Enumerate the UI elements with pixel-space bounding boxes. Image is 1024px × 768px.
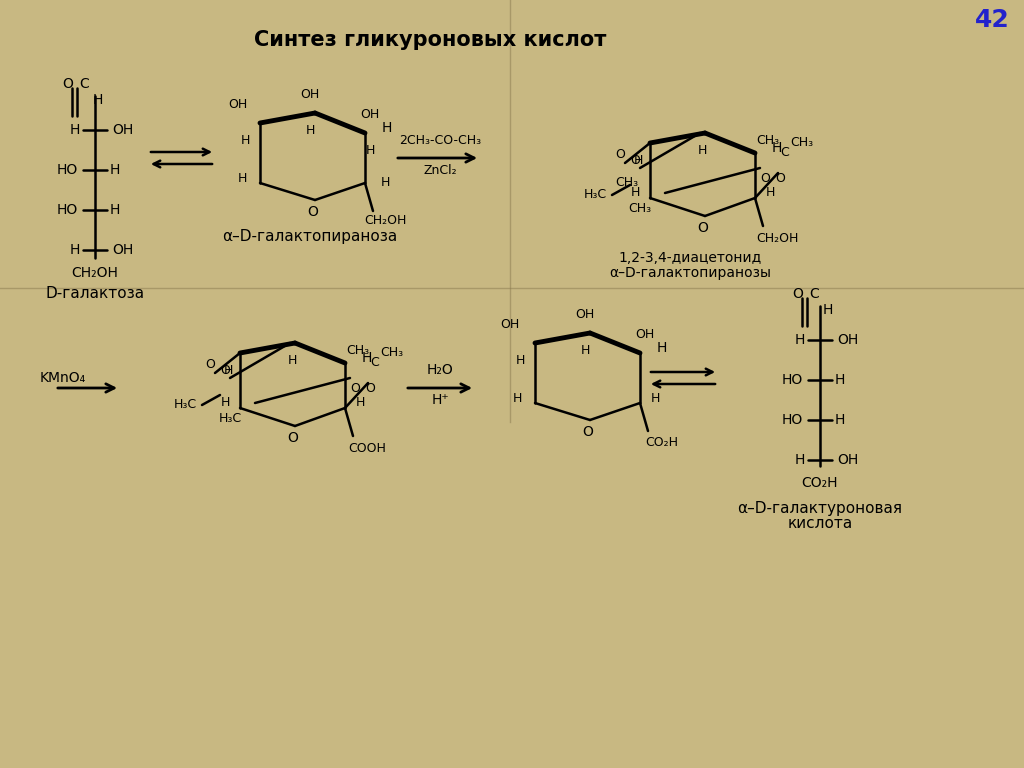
Text: O: O: [307, 205, 318, 219]
Text: Синтез гликуроновых кислот: Синтез гликуроновых кислот: [254, 30, 606, 50]
Text: H: H: [110, 163, 120, 177]
Text: H: H: [772, 141, 782, 155]
Text: CO₂H: CO₂H: [645, 436, 679, 449]
Text: CH₃: CH₃: [629, 201, 651, 214]
Text: O: O: [62, 77, 74, 91]
Text: ZnCl₂: ZnCl₂: [423, 164, 457, 177]
Text: OH: OH: [113, 123, 133, 137]
Text: H: H: [238, 171, 247, 184]
Text: OH: OH: [300, 88, 319, 101]
Text: 2CH₃-CO-CH₃: 2CH₃-CO-CH₃: [399, 134, 481, 147]
Text: O: O: [793, 287, 804, 301]
Text: OH: OH: [838, 453, 859, 467]
Text: O: O: [630, 154, 640, 167]
Text: H: H: [220, 396, 229, 409]
Text: HO: HO: [56, 163, 78, 177]
Text: H: H: [835, 413, 845, 427]
Text: O: O: [366, 382, 375, 395]
Text: HO: HO: [781, 413, 803, 427]
Text: H₃C: H₃C: [218, 412, 242, 425]
Text: OH: OH: [838, 333, 859, 347]
Text: O: O: [615, 148, 625, 161]
Text: O: O: [220, 365, 230, 378]
Text: H: H: [581, 345, 590, 357]
Text: C: C: [809, 287, 819, 301]
Text: α–D-галактопираноза: α–D-галактопираноза: [222, 229, 397, 243]
Text: H: H: [70, 243, 80, 257]
Text: OH: OH: [360, 108, 380, 121]
Text: H: H: [223, 365, 232, 378]
Text: H: H: [765, 187, 775, 200]
Text: CH₂OH: CH₂OH: [756, 231, 798, 244]
Text: COOH: COOH: [348, 442, 386, 455]
Text: HO: HO: [781, 373, 803, 387]
Text: HO: HO: [56, 203, 78, 217]
Text: H: H: [515, 355, 524, 368]
Text: H: H: [512, 392, 521, 405]
Text: H: H: [650, 392, 659, 405]
Text: OH: OH: [501, 319, 519, 332]
Text: H₃C: H₃C: [173, 399, 197, 412]
Text: OH: OH: [575, 309, 595, 322]
Text: CH₃: CH₃: [381, 346, 403, 359]
Text: H: H: [288, 355, 297, 368]
Text: H: H: [656, 341, 668, 355]
Text: H: H: [631, 187, 640, 200]
Text: O: O: [350, 382, 360, 395]
Text: O: O: [288, 431, 298, 445]
Text: CO₂H: CO₂H: [802, 476, 839, 490]
Text: O: O: [760, 171, 770, 184]
Text: O: O: [697, 221, 709, 235]
Text: O: O: [205, 359, 215, 372]
Text: OH: OH: [113, 243, 133, 257]
Text: OH: OH: [228, 98, 248, 111]
Text: H: H: [795, 333, 805, 347]
Text: α–D-галактуроновая: α–D-галактуроновая: [737, 501, 902, 515]
Text: CH₂OH: CH₂OH: [72, 266, 119, 280]
Text: H: H: [70, 123, 80, 137]
Text: 42: 42: [975, 8, 1010, 32]
Text: D-галактоза: D-галактоза: [45, 286, 144, 300]
Text: C: C: [371, 356, 379, 369]
Text: H: H: [382, 121, 392, 135]
Text: CH₃: CH₃: [791, 137, 813, 150]
Text: H⁺: H⁺: [431, 393, 449, 407]
Text: H: H: [823, 303, 834, 317]
Text: H: H: [110, 203, 120, 217]
Text: H: H: [361, 351, 372, 365]
Text: KMnO₄: KMnO₄: [40, 371, 86, 385]
Text: H₃C: H₃C: [584, 188, 606, 201]
Text: H: H: [633, 154, 643, 167]
Text: H: H: [241, 134, 250, 147]
Text: H: H: [93, 93, 103, 107]
Text: CH₃: CH₃: [615, 177, 639, 190]
Text: H: H: [795, 453, 805, 467]
Text: C: C: [79, 77, 89, 91]
Text: O: O: [775, 171, 785, 184]
Text: кислота: кислота: [787, 515, 853, 531]
Text: 1,2-3,4-диацетонид: 1,2-3,4-диацетонид: [618, 251, 762, 265]
Text: CH₃: CH₃: [346, 343, 370, 356]
Text: CH₃: CH₃: [757, 134, 779, 147]
Text: CH₂OH: CH₂OH: [364, 214, 407, 227]
Text: H: H: [697, 144, 707, 157]
Text: H: H: [305, 124, 314, 137]
Text: H: H: [355, 396, 365, 409]
Text: α–D-галактопиранозы: α–D-галактопиранозы: [609, 266, 771, 280]
Text: H₂O: H₂O: [427, 363, 454, 377]
Text: O: O: [583, 425, 594, 439]
Text: H: H: [366, 144, 375, 157]
Text: C: C: [780, 147, 790, 160]
Text: H: H: [835, 373, 845, 387]
Text: H: H: [380, 177, 390, 190]
Text: OH: OH: [635, 329, 654, 342]
